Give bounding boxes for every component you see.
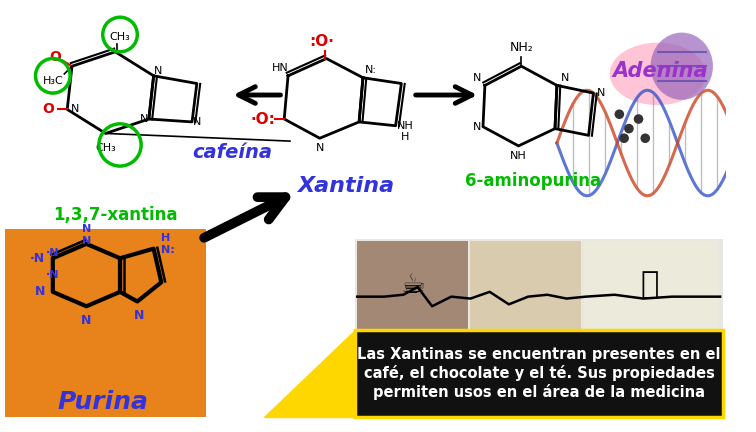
- Text: N: N: [71, 105, 79, 114]
- Text: N: N: [315, 143, 324, 153]
- Circle shape: [615, 109, 624, 119]
- Text: N: N: [193, 117, 201, 127]
- Text: H₃C: H₃C: [42, 76, 64, 86]
- Text: H: H: [401, 132, 410, 142]
- Ellipse shape: [650, 32, 713, 100]
- Text: N: N: [154, 66, 163, 76]
- Bar: [470, 241, 581, 330]
- Text: N: N: [473, 122, 482, 132]
- Text: CH₃: CH₃: [95, 143, 116, 153]
- Text: NH: NH: [397, 121, 414, 131]
- Text: Las Xantinas se encuentran presentes en el
café, el chocolate y el té. Sus propi: Las Xantinas se encuentran presentes en …: [358, 347, 721, 400]
- Text: 🍵: 🍵: [641, 270, 659, 300]
- Circle shape: [624, 124, 634, 133]
- Text: ·N: ·N: [46, 248, 60, 258]
- Bar: [355, 239, 723, 330]
- Text: N: N: [560, 73, 569, 83]
- Text: O: O: [49, 50, 60, 64]
- Ellipse shape: [610, 43, 706, 105]
- Text: Adenina: Adenina: [613, 61, 708, 81]
- Text: 6-aminopurina: 6-aminopurina: [465, 172, 601, 191]
- Bar: [355, 330, 723, 417]
- Text: NH: NH: [510, 150, 527, 161]
- Circle shape: [619, 133, 629, 143]
- Text: cafeína: cafeína: [192, 143, 272, 162]
- Text: N: N: [134, 309, 144, 322]
- Text: N:: N:: [364, 65, 376, 75]
- Text: O: O: [42, 102, 54, 116]
- Circle shape: [640, 133, 650, 143]
- Text: N: N: [473, 73, 482, 83]
- Text: Xantina: Xantina: [297, 176, 394, 196]
- Bar: [357, 241, 468, 330]
- Text: ☕: ☕: [401, 271, 426, 299]
- Text: 1,3,7-xantina: 1,3,7-xantina: [53, 206, 178, 224]
- Text: N: N: [82, 225, 91, 235]
- Text: N: N: [81, 314, 91, 327]
- Text: N: N: [35, 286, 45, 299]
- Polygon shape: [264, 330, 355, 417]
- Bar: [5, 229, 206, 417]
- Text: NH₂: NH₂: [510, 41, 533, 54]
- Text: HN: HN: [272, 63, 289, 73]
- Bar: [584, 241, 718, 330]
- Text: N: N: [597, 88, 606, 98]
- Text: ·O:: ·O:: [251, 111, 275, 127]
- Text: :O·: :O·: [309, 34, 334, 49]
- Text: ·N: ·N: [46, 270, 60, 280]
- Text: N: N: [140, 114, 148, 124]
- Text: H
N:: H N:: [161, 233, 175, 254]
- Text: N: N: [82, 236, 91, 246]
- Text: Purina: Purina: [57, 390, 148, 414]
- Text: CH₃: CH₃: [110, 32, 130, 42]
- Circle shape: [634, 114, 643, 124]
- Text: ·N: ·N: [30, 252, 45, 265]
